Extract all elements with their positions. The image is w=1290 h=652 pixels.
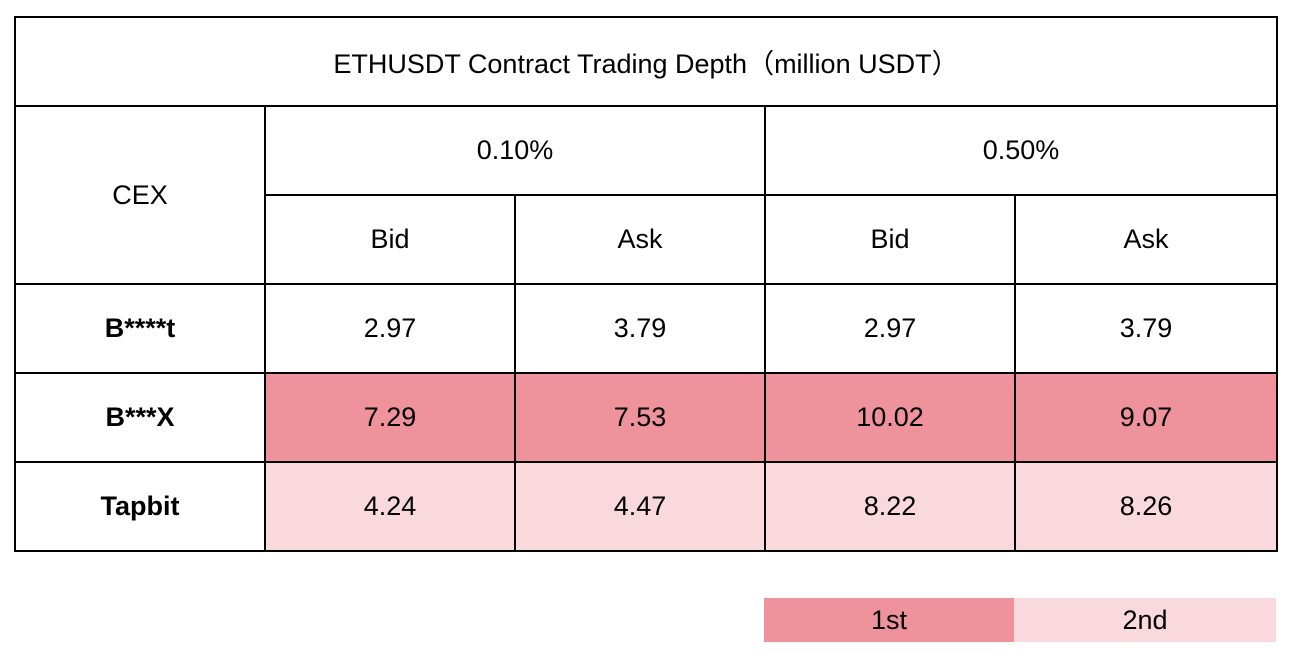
value-cell: 3.79: [1014, 283, 1278, 374]
value-cell: 4.47: [514, 461, 766, 552]
exchange-name: B***X: [14, 372, 266, 463]
exchange-name: Tapbit: [14, 461, 266, 552]
value-cell: 4.24: [264, 461, 516, 552]
value-cell: 7.29: [264, 372, 516, 463]
sub-header-bid: Bid: [764, 194, 1016, 285]
group-header-0-50: 0.50%: [764, 105, 1278, 196]
exchange-name: B****t: [14, 283, 266, 374]
value-cell: 9.07: [1014, 372, 1278, 463]
sub-header-ask: Ask: [514, 194, 766, 285]
value-cell: 3.79: [514, 283, 766, 374]
value-cell: 7.53: [514, 372, 766, 463]
table-row: Tapbit 4.24 4.47 8.22 8.26: [14, 461, 1278, 552]
legend-second: 2nd: [1014, 598, 1276, 642]
value-cell: 8.22: [764, 461, 1016, 552]
value-cell: 2.97: [764, 283, 1016, 374]
cex-header: CEX: [14, 105, 266, 285]
sub-header-ask: Ask: [1014, 194, 1278, 285]
value-cell: 10.02: [764, 372, 1016, 463]
rank-legend: 1st 2nd: [764, 598, 1276, 642]
sub-header-bid: Bid: [264, 194, 516, 285]
value-cell: 8.26: [1014, 461, 1278, 552]
table-row: B***X 7.29 7.53 10.02 9.07: [14, 372, 1278, 463]
depth-table: ETHUSDT Contract Trading Depth（million U…: [14, 16, 1278, 552]
legend-first: 1st: [764, 598, 1014, 642]
group-header-0-10: 0.10%: [264, 105, 766, 196]
value-cell: 2.97: [264, 283, 516, 374]
table-title: ETHUSDT Contract Trading Depth（million U…: [14, 16, 1278, 107]
table-row: B****t 2.97 3.79 2.97 3.79: [14, 283, 1278, 374]
